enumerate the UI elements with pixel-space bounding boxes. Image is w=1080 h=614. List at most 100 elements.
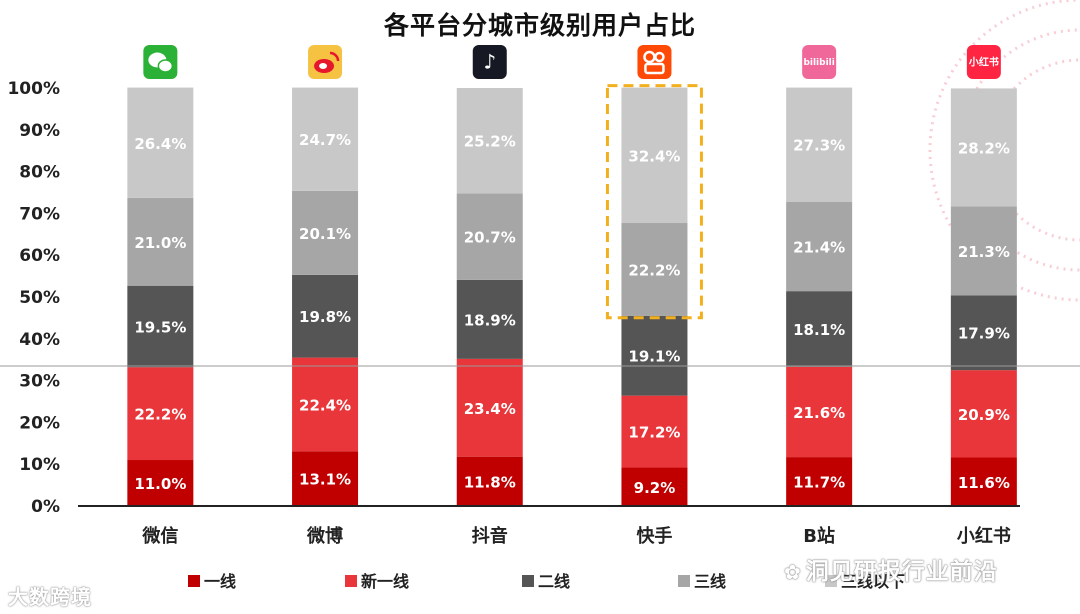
data-label: 17.2% [628,424,680,442]
data-label: 19.8% [299,308,351,326]
bar-segment [786,366,853,458]
data-label: 11.8% [464,473,516,491]
bar-segment [456,279,523,359]
data-label: 28.2% [958,139,1010,157]
bar-segment [456,88,523,194]
legend-item: 三线以下 [825,572,905,591]
bar-segment [456,358,523,457]
data-label: 25.2% [464,133,516,151]
bar-segment [950,295,1017,371]
legend-swatch [522,575,534,587]
bar-segment [950,206,1017,296]
bar-segment [950,88,1017,207]
category-label: 抖音 [472,525,508,547]
weibo-icon [308,45,343,79]
bar-segment [127,367,194,461]
data-label: 23.4% [464,400,516,418]
bar-segment [292,357,359,452]
watermark-right: ✿ 洞见研报行业前沿 [784,559,998,585]
bilibili-icon-bg [802,45,837,79]
data-label: 21.6% [793,404,845,422]
y-tick-label: 60% [19,246,60,266]
legend-swatch [825,575,837,587]
data-label: 18.1% [793,321,845,339]
data-label: 21.3% [958,243,1010,261]
weibo-pupil [319,63,328,69]
legend-label: 新一线 [361,572,409,591]
bilibili-icon-glyph: bilibili [803,58,834,68]
data-label: 13.1% [299,471,351,489]
chart-title: 各平台分城市级别用户占比 [383,11,696,40]
highlight-box [605,84,703,320]
category-label: 小红书 [957,525,1011,547]
xiaohongshu-icon: 小红书 [966,45,1001,79]
bar-segment [621,315,688,396]
legend-label: 三线以下 [841,572,905,591]
category-label: B站 [803,525,835,547]
legend-swatch [188,575,200,587]
legend-item: 一线 [188,572,236,591]
bilibili-icon: bilibili [802,45,837,79]
data-label: 17.9% [958,325,1010,343]
xiaohongshu-icon-bg [966,45,1001,79]
bar-segment [127,460,194,506]
douyin-icon-glyph: ♪ [483,50,496,74]
category-label: 微博 [306,525,343,547]
bar-segment [621,223,688,316]
douyin-icon: ♪ [472,45,507,79]
legend-item: 新一线 [345,572,409,591]
legend-item: 二线 [522,572,570,591]
bar-segment [950,370,1017,458]
kuaishou-circle [654,51,665,63]
data-label: 18.9% [464,311,516,329]
data-label: 21.4% [793,238,845,256]
category-label: 微信 [141,525,178,547]
legend-item: 三线 [678,572,726,591]
bar-segment [292,87,359,191]
wechat-watermark-icon: ✿ [784,560,802,584]
legend-label: 三线 [694,572,726,591]
watermark-left: 大数跨境 [8,585,92,609]
xiaohongshu-icon-glyph: 小红书 [968,55,999,68]
y-tick-label: 50% [19,288,60,308]
bar-segment [786,291,853,367]
y-tick-label: 10% [19,455,60,475]
y-tick-label: 70% [19,204,60,224]
y-tick-label: 90% [19,121,60,141]
bar-segment [786,87,853,202]
data-label: 24.7% [299,131,351,149]
bar-segment [292,190,359,275]
data-label: 20.1% [299,225,351,243]
bar-segment [292,451,359,506]
data-label: 11.6% [958,474,1010,492]
legend-label: 一线 [204,572,236,591]
bar-segment [786,201,853,292]
y-tick-label: 40% [19,330,60,350]
data-label: 32.4% [628,147,680,165]
wechat-icon [143,45,178,79]
bar-segment [621,467,688,506]
data-label: 20.9% [958,406,1010,424]
data-label: 19.1% [628,348,680,366]
douyin-icon-bg [472,45,507,79]
bar-segment [456,193,523,280]
category-label: 快手 [636,525,672,547]
bar-segment [621,87,688,224]
y-tick-label: 20% [19,413,60,433]
wechat-bubble [157,59,174,73]
bar-segment [127,197,194,286]
data-label: 22.2% [628,261,680,279]
data-label: 11.0% [134,475,186,493]
data-label: 19.5% [134,318,186,336]
kuaishou-body [644,62,665,75]
data-label: 22.2% [134,406,186,424]
data-label: 20.7% [464,229,516,247]
bar-segment [127,87,194,198]
kuaishou-icon [637,45,672,79]
bar-segment [292,274,359,358]
bar-segment [621,395,688,468]
data-label: 11.7% [793,474,845,492]
data-label: 26.4% [134,135,186,153]
